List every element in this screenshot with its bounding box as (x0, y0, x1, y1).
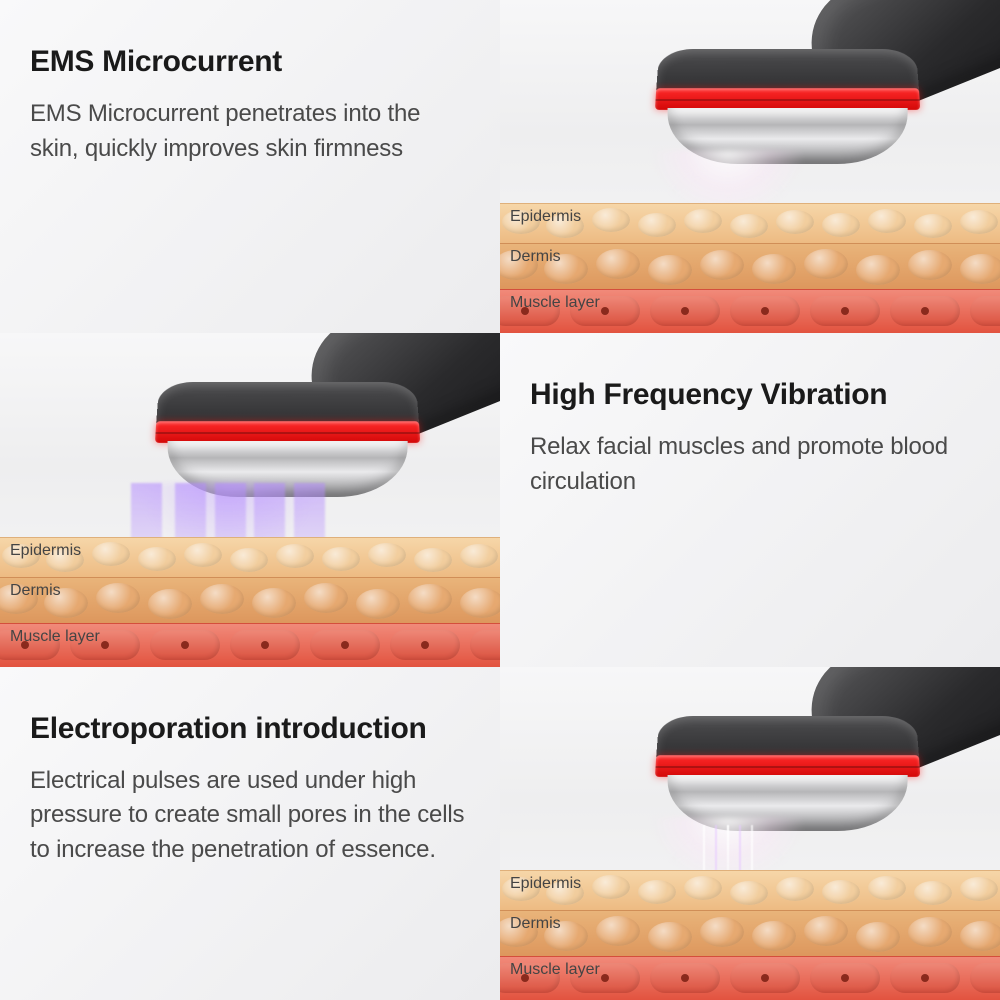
section-electroporation-illustration: Epidermis Dermis Muscle layer (500, 667, 1000, 1000)
layer-muscle: Muscle layer (0, 623, 500, 667)
layer-epidermis: Epidermis (500, 870, 1000, 910)
section-ems-illustration: Epidermis Dermis Muscle layer (500, 0, 1000, 333)
layer-dermis: Dermis (500, 910, 1000, 956)
section-vibration-illustration: Epidermis Dermis Muscle layer (0, 333, 500, 666)
skin-layers-diagram: Epidermis Dermis Muscle layer (0, 537, 500, 667)
layer-epidermis: Epidermis (500, 203, 1000, 243)
device-icon (628, 667, 988, 857)
layer-dermis: Dermis (500, 243, 1000, 289)
layer-muscle-label: Muscle layer (10, 628, 100, 646)
device-icon (128, 333, 488, 523)
layer-muscle: Muscle layer (500, 956, 1000, 1000)
layer-dermis: Dermis (0, 577, 500, 623)
layer-epidermis: Epidermis (0, 537, 500, 577)
section-vibration-text: High Frequency Vibration Relax facial mu… (500, 333, 1000, 666)
skin-layers-diagram: Epidermis Dermis Muscle layer (500, 870, 1000, 1000)
section-ems-body: EMS Microcurrent penetrates into the ski… (30, 97, 470, 167)
section-electroporation-text: Electroporation introduction Electrical … (0, 667, 500, 1000)
layer-muscle-label: Muscle layer (510, 294, 600, 312)
device-icon (628, 0, 988, 190)
section-electroporation-title: Electroporation introduction (30, 712, 470, 746)
layer-epidermis-label: Epidermis (10, 542, 81, 560)
section-vibration-body: Relax facial muscles and promote blood c… (530, 430, 970, 500)
section-ems-title: EMS Microcurrent (30, 45, 470, 79)
skin-layers-diagram: Epidermis Dermis Muscle layer (500, 203, 1000, 333)
section-vibration-title: High Frequency Vibration (530, 378, 970, 412)
infographic-grid: EMS Microcurrent EMS Microcurrent penetr… (0, 0, 1000, 1000)
section-electroporation-body: Electrical pulses are used under high pr… (30, 764, 470, 868)
layer-dermis-label: Dermis (510, 915, 561, 933)
layer-muscle-label: Muscle layer (510, 961, 600, 979)
section-ems-text: EMS Microcurrent EMS Microcurrent penetr… (0, 0, 500, 333)
layer-epidermis-label: Epidermis (510, 875, 581, 893)
layer-dermis-label: Dermis (510, 248, 561, 266)
layer-epidermis-label: Epidermis (510, 208, 581, 226)
layer-dermis-label: Dermis (10, 582, 61, 600)
layer-muscle: Muscle layer (500, 289, 1000, 333)
